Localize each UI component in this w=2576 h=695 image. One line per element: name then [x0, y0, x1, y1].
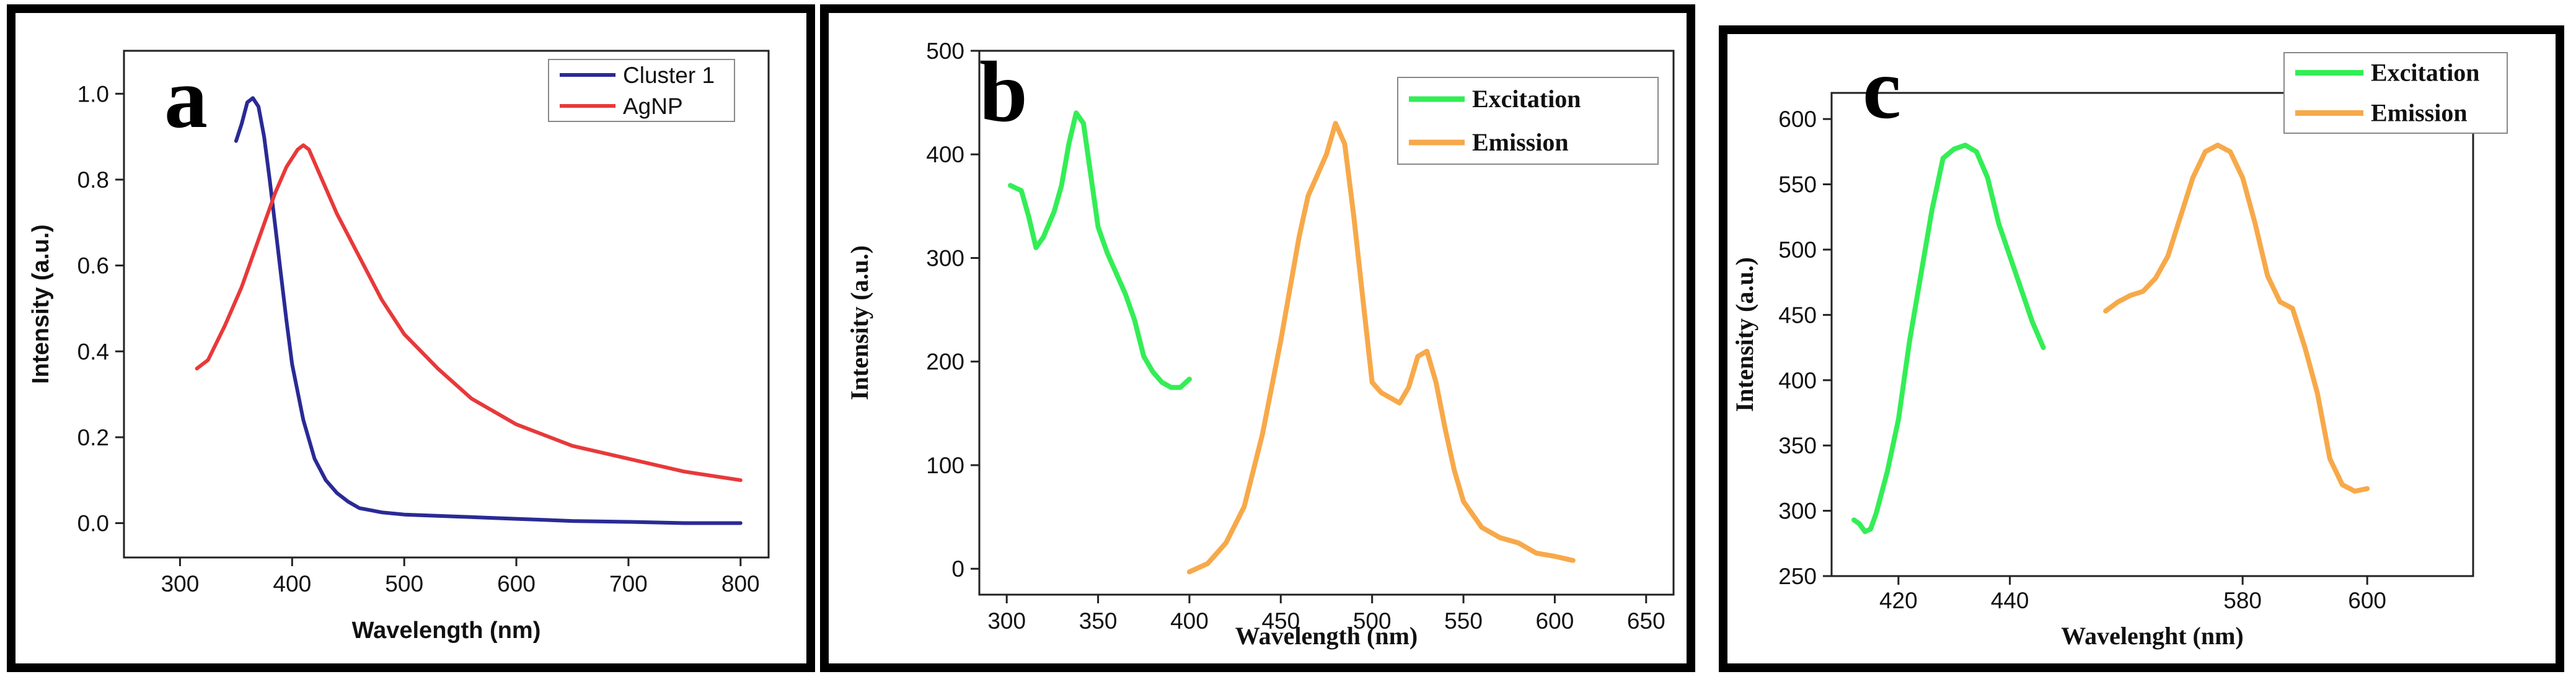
y-tick-label: 300: [926, 245, 964, 271]
y-tick-label: 0.6: [77, 253, 109, 279]
y-tick-label: 0.4: [77, 339, 109, 364]
y-tick-label: 0: [951, 556, 964, 582]
series-line-emission: [1186, 121, 1576, 575]
y-tick-label: 400: [1778, 368, 1817, 393]
legend-label: Excitation: [1472, 85, 1581, 113]
chart-a: 300 400 500 600 700 800 0.0 0.2 0.4 0.6 0.8 1.0 Wave…: [28, 50, 770, 644]
y-tick-label: 100: [926, 453, 964, 478]
series-line-cluster-1: [234, 96, 743, 525]
y-tick-label: 250: [1778, 564, 1817, 589]
series-line-emission: [2103, 142, 2370, 494]
x-tick-label: 350: [1079, 608, 1118, 634]
x-tick-label: 600: [2348, 588, 2386, 613]
x-tick-label: 420: [1879, 588, 1918, 613]
y-axis-label: Intensity (a.u.): [845, 245, 873, 400]
y-axis-label: Intensity (a.u.): [28, 224, 54, 384]
y-tick-label: 0.8: [77, 167, 109, 193]
legend-label: Cluster 1: [623, 63, 715, 88]
y-tick-label: 600: [1778, 107, 1817, 132]
x-tick-label: 400: [1170, 608, 1209, 634]
x-tick-label: 700: [609, 571, 648, 597]
y-tick-label: 500: [1778, 237, 1817, 263]
x-tick-label: 580: [2223, 588, 2262, 613]
y-tick-label: 1.0: [77, 81, 109, 107]
x-tick-label: 650: [1627, 608, 1665, 634]
y-tick-label: 200: [926, 349, 964, 375]
x-tick-label: 440: [1991, 588, 2029, 613]
y-tick-label: 550: [1778, 172, 1817, 198]
x-tick-label: 800: [721, 571, 760, 597]
x-tick-label: 550: [1444, 608, 1483, 634]
x-axis-label: Wavelenght (nm): [2061, 622, 2243, 650]
panel-b-letter: b: [979, 44, 1028, 140]
plot-area: [1830, 92, 2474, 577]
y-tick-label: 0.0: [77, 511, 109, 536]
panel-c-letter: c: [1863, 41, 1901, 137]
y-tick-label: 0.2: [77, 425, 109, 450]
plot-area: [978, 50, 1675, 596]
legend-box: [2283, 52, 2508, 134]
x-tick-label: 500: [1353, 608, 1392, 634]
chart-b: 300 350 400 450 500 550 600 650 0 100 200 300 400 500…: [845, 38, 1675, 650]
y-tick-label: 300: [1778, 499, 1817, 524]
panel-a-frame: [7, 4, 815, 672]
legend-label: Emission: [2371, 99, 2468, 127]
y-tick-label: 450: [1778, 302, 1817, 328]
x-tick-label: 450: [1261, 608, 1300, 634]
x-axis-label: Wavelength (nm): [1235, 622, 1418, 650]
x-tick-label: 400: [273, 571, 311, 597]
legend-box: [1397, 77, 1659, 165]
legend-label: Excitation: [2371, 59, 2480, 87]
series-line-excitation: [1851, 142, 2046, 535]
legend-label: AgNP: [623, 94, 683, 119]
series-line-excitation: [1008, 110, 1192, 390]
panel-c-frame: [1719, 25, 2564, 672]
chart-c: 420 440 580 600 250 300 350 400 450 500 550 600 Wave…: [1731, 52, 2508, 650]
y-tick-label: 500: [926, 38, 964, 64]
plot-area: [123, 50, 770, 559]
y-tick-label: 400: [926, 142, 964, 167]
x-axis-label: Wavelength (nm): [352, 618, 541, 644]
panel-a-letter: a: [164, 50, 208, 146]
legend-box: [548, 59, 735, 122]
y-tick-label: 350: [1778, 433, 1817, 458]
x-tick-label: 600: [1536, 608, 1574, 634]
x-tick-label: 300: [987, 608, 1026, 634]
panel-b-frame: [820, 4, 1695, 672]
x-tick-label: 300: [161, 571, 200, 597]
series-line-agnp: [195, 143, 743, 483]
y-axis-label: Intensity (a.u.): [1731, 257, 1758, 412]
x-tick-label: 600: [497, 571, 536, 597]
legend-label: Emission: [1472, 128, 1569, 156]
x-tick-label: 500: [385, 571, 423, 597]
